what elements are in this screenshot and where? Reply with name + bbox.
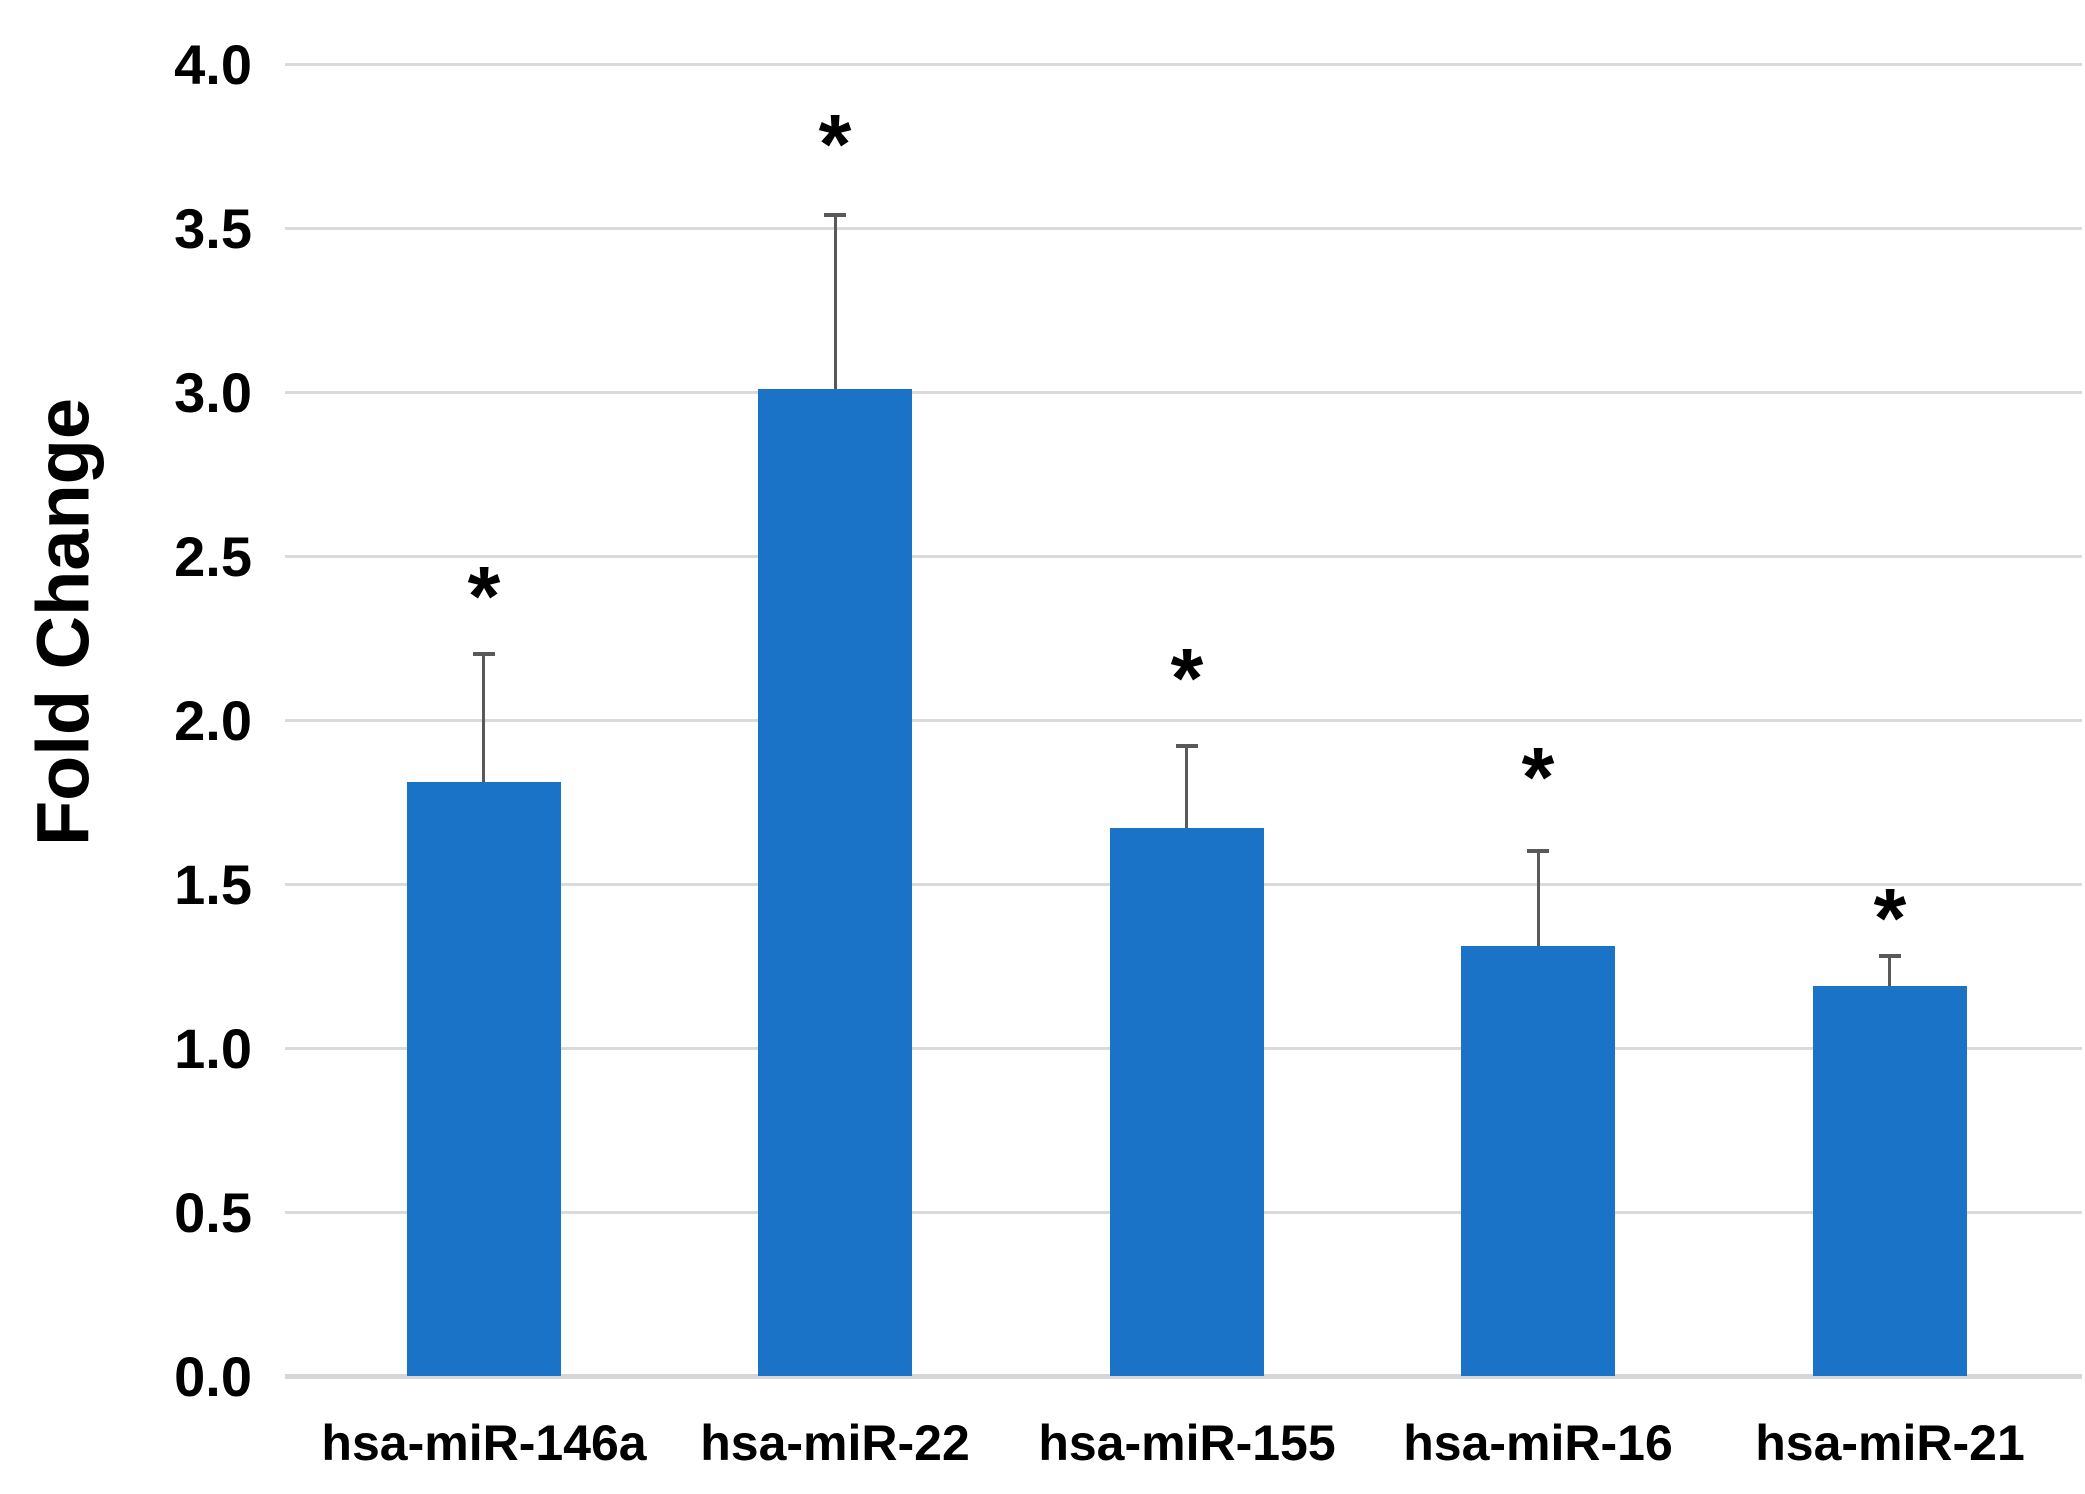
y-tick-label: 2.5: [174, 524, 252, 588]
x-axis-label: hsa-miR-16: [1403, 1415, 1673, 1471]
x-axis-label: hsa-miR-22: [700, 1415, 970, 1471]
gridline: [285, 719, 2082, 722]
error-bar: [482, 654, 485, 782]
y-tick-label: 4.0: [174, 32, 252, 96]
y-tick-label: 0.5: [174, 1180, 252, 1244]
y-tick-label: 3.5: [174, 196, 252, 260]
gridline: [285, 555, 2082, 558]
y-tick-label: 0.0: [174, 1344, 252, 1408]
error-bar: [1888, 956, 1891, 986]
x-axis-label: hsa-miR-146a: [321, 1415, 647, 1471]
x-axis-label: hsa-miR-155: [1038, 1415, 1336, 1471]
gridline: [285, 63, 2082, 66]
x-axis-line: [285, 1374, 2082, 1379]
error-bar: [1537, 851, 1540, 946]
error-bar: [1185, 746, 1188, 828]
significance-asterisk: *: [1873, 871, 1907, 965]
significance-asterisk: *: [467, 549, 501, 643]
gridline: [285, 391, 2082, 394]
error-bar-cap: [1176, 744, 1198, 748]
significance-asterisk: *: [818, 97, 852, 191]
x-axis-label: hsa-miR-21: [1755, 1415, 2025, 1471]
y-tick-label: 3.0: [174, 360, 252, 424]
bar-hsa-miR-16: [1461, 946, 1615, 1376]
error-bar: [834, 215, 837, 389]
bar-hsa-miR-22: [758, 389, 912, 1376]
error-bar-cap: [473, 652, 495, 656]
gridline: [285, 227, 2082, 230]
error-bar-cap: [824, 213, 846, 217]
bar-hsa-miR-155: [1110, 828, 1264, 1376]
significance-asterisk: *: [1170, 631, 1204, 725]
bar-hsa-miR-146a: [407, 782, 561, 1376]
y-tick-label: 1.5: [174, 852, 252, 916]
error-bar-cap: [1879, 954, 1901, 958]
error-bar-cap: [1527, 849, 1549, 853]
y-tick-label: 2.0: [174, 688, 252, 752]
significance-asterisk: *: [1521, 730, 1555, 824]
y-tick-label: 1.0: [174, 1016, 252, 1080]
bar-hsa-miR-21: [1813, 986, 1967, 1376]
